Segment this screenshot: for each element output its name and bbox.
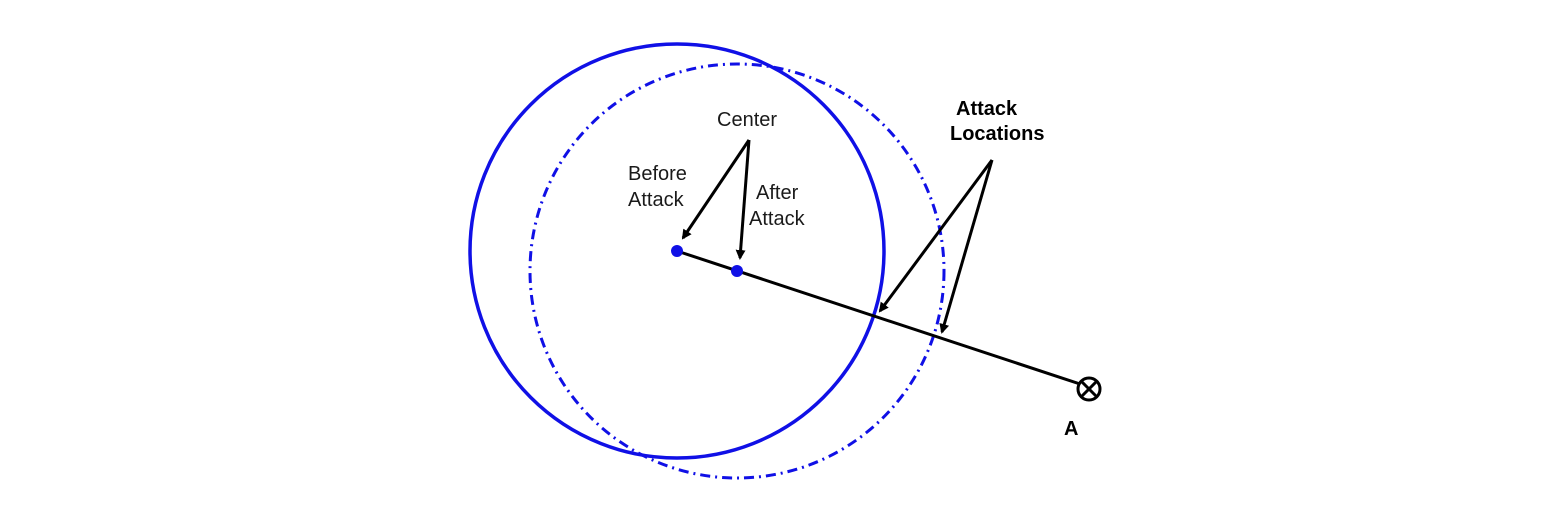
- arrow-center-before: [681, 139, 751, 240]
- arrow-attack-location-1: [878, 159, 994, 313]
- center-to-a-line: [676, 249, 1081, 386]
- label-after-line2: Attack: [749, 208, 806, 230]
- circle-after-attack: [528, 62, 946, 480]
- circle-before-attack: [468, 42, 886, 460]
- center-after-dot: [731, 265, 743, 277]
- label-before-line1: Before: [628, 163, 687, 185]
- point-a-icon: [1076, 376, 1102, 402]
- label-center: Center: [717, 109, 777, 131]
- label-point-a: A: [1064, 418, 1078, 440]
- center-before-dot: [671, 245, 683, 257]
- label-attack-line2: Locations: [950, 123, 1044, 145]
- label-before-line2: Attack: [628, 189, 685, 211]
- label-after-line1: After: [756, 182, 799, 204]
- arrow-attack-location-2: [939, 159, 994, 334]
- arrow-center-after: [735, 139, 751, 260]
- label-attack-line1: Attack: [956, 98, 1018, 120]
